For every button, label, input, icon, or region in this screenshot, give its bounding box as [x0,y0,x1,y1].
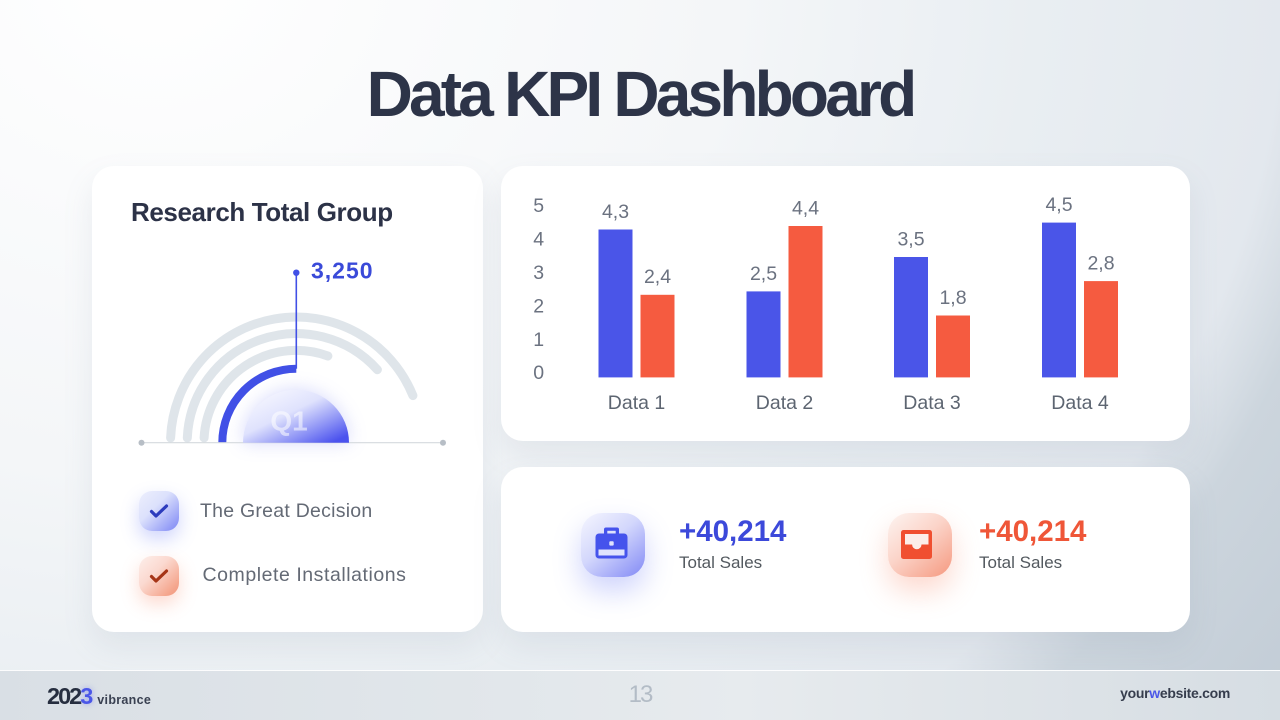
svg-text:3: 3 [533,262,544,284]
svg-text:Data 2: Data 2 [756,392,813,414]
svg-text:Q1: Q1 [270,406,307,437]
svg-text:3,250: 3,250 [311,258,374,284]
svg-text:2: 2 [533,295,544,317]
svg-text:2,5: 2,5 [750,263,777,285]
svg-text:4,3: 4,3 [602,201,629,223]
svg-text:2,4: 2,4 [644,266,671,288]
svg-text:1: 1 [533,329,544,351]
svg-text:4: 4 [533,229,544,251]
svg-text:Data 4: Data 4 [1051,392,1109,414]
svg-text:4,4: 4,4 [792,197,819,219]
svg-text:0: 0 [533,362,544,384]
svg-text:Data 1: Data 1 [608,392,665,414]
svg-text:1,8: 1,8 [939,287,966,309]
svg-text:Data 3: Data 3 [903,392,960,414]
svg-text:3,5: 3,5 [897,228,924,250]
svg-text:2,8: 2,8 [1087,253,1114,275]
svg-text:4,5: 4,5 [1045,194,1072,216]
svg-text:5: 5 [533,195,544,217]
